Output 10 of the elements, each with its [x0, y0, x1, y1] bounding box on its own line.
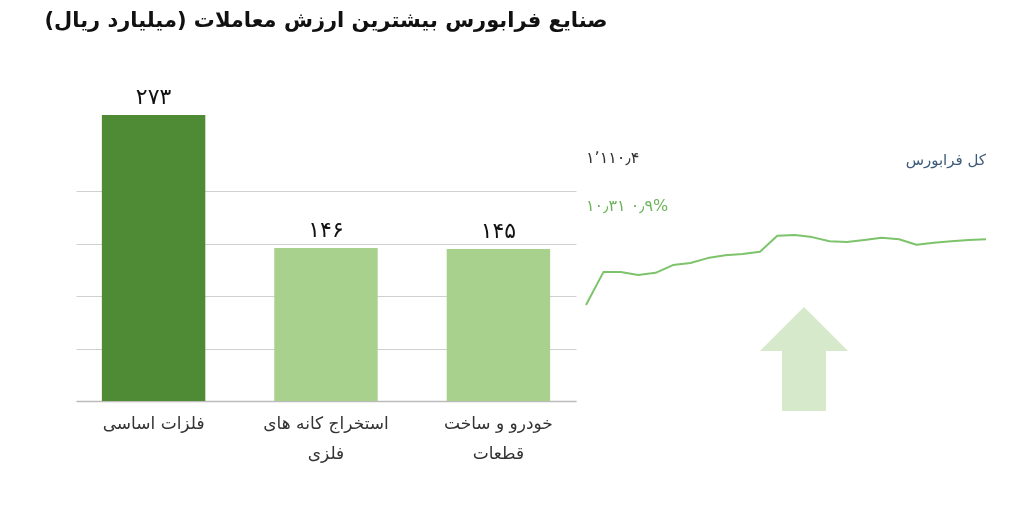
chart-title: صنایع فرابورس بیشترین ارزش معاملات (میلیارد ریال) — [44, 8, 608, 32]
data-label: ۱۴۵ — [480, 218, 517, 244]
chart-title: کل فرابورس — [905, 151, 987, 169]
x-tick-label: استخراج کانه های فلزی — [263, 412, 389, 463]
text: ۱٬۱۱۰٫۴ — [586, 148, 640, 167]
data-label: ۱۴۶ — [308, 217, 344, 243]
data-label: ۲۷۳ — [135, 84, 172, 109]
x-tick-label: خودرو و ساخت قطعات — [443, 412, 553, 463]
x-tick-label: فلزات اساسی — [102, 412, 205, 433]
text: ۱۰٫۳۱ ۰٫۹% — [586, 196, 669, 215]
